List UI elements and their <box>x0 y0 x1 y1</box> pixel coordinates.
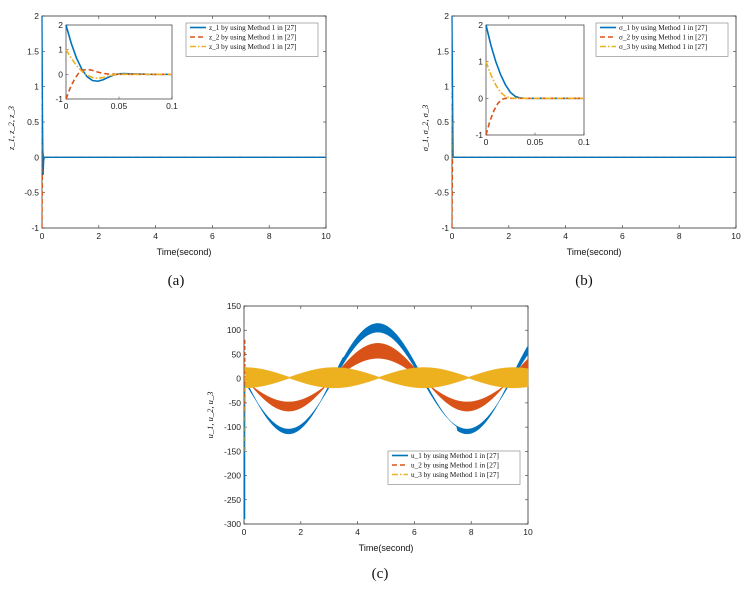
y-tick-label: 0.5 <box>437 117 449 127</box>
panel-c-ylabel: u_1, u_2, u_3 <box>205 392 215 439</box>
y-tick-label: 0.5 <box>27 117 39 127</box>
y-tick-label: -250 <box>224 495 241 505</box>
y-tick-label: 0 <box>444 152 449 162</box>
x-tick-label: 8 <box>469 527 474 537</box>
panel-c-axes-frame <box>243 305 529 525</box>
series-line-1 <box>41 15 326 176</box>
inset-series-line-3 <box>485 61 584 100</box>
legend-entry-1: z_1 by using Method 1 in [27] <box>209 24 296 32</box>
legend-entry-1: u_1 by using Method 1 in [27] <box>411 452 499 460</box>
inset-axes-frame <box>65 24 173 100</box>
inset-y-tick-label: -1 <box>475 130 483 140</box>
x-tick-label: 8 <box>267 231 272 241</box>
legend-box <box>185 22 319 57</box>
y-tick-label: -0.5 <box>434 188 449 198</box>
y-tick-label: -1 <box>31 223 39 233</box>
y-tick-label: 150 <box>227 301 241 311</box>
legend-entry-2: u_2 by using Method 1 in [27] <box>411 462 499 470</box>
x-tick-label: 4 <box>355 527 360 537</box>
inset-x-tick-label: 0.05 <box>111 101 128 111</box>
legend-entry-3: z_3 by using Method 1 in [27] <box>209 43 296 51</box>
inset-x-tick-label: 0.1 <box>578 137 590 147</box>
legend-box <box>595 22 729 57</box>
inset-y-tick-label: 1 <box>478 57 483 67</box>
x-tick-label: 10 <box>321 231 331 241</box>
y-tick-label: 1.5 <box>437 46 449 56</box>
y-tick-label: 0 <box>236 374 241 384</box>
legend-entry-1: σ_1 by using Method 1 in [27] <box>619 24 707 32</box>
inset-y-tick-label: 0 <box>58 69 63 79</box>
y-tick-label: -50 <box>229 398 242 408</box>
y-tick-label: 1.5 <box>27 46 39 56</box>
y-tick-label: 100 <box>227 325 241 335</box>
x-tick-label: 10 <box>731 231 741 241</box>
y-tick-label: 2 <box>444 11 449 21</box>
x-tick-label: 10 <box>523 527 533 537</box>
y-tick-label: -1 <box>441 223 449 233</box>
inset-x-tick-label: 0 <box>484 137 489 147</box>
y-tick-label: -200 <box>224 471 241 481</box>
y-tick-label: 0 <box>34 152 39 162</box>
x-tick-label: 2 <box>298 527 303 537</box>
inset-y-tick-label: 0 <box>478 93 483 103</box>
y-tick-label: -150 <box>224 446 241 456</box>
panel-a: -1-0.500.511.52 0 2 4 6 8 10 Time(second) z_1… <box>6 11 331 289</box>
legend-box <box>387 450 521 485</box>
panel-a-xlabel: Time(second) <box>157 247 212 257</box>
inset-x-tick-label: 0 <box>64 101 69 111</box>
legend-entry-3: σ_3 by using Method 1 in [27] <box>619 43 707 51</box>
x-tick-label: 8 <box>677 231 682 241</box>
panel-c: -300 -250 -200 -150 -100 -50 0 50 100 150 0 2 4 6 8 10… <box>205 301 533 582</box>
x-tick-label: 6 <box>210 231 215 241</box>
inset-x-tick-label: 0.05 <box>527 137 544 147</box>
series-band-u3 <box>245 367 529 389</box>
x-tick-label: 6 <box>412 527 417 537</box>
y-tick-label: -0.5 <box>24 188 39 198</box>
panel-b-xlabel: Time(second) <box>567 247 622 257</box>
x-tick-label: 0 <box>40 231 45 241</box>
legend-entry-2: z_2 by using Method 1 in [27] <box>209 34 296 42</box>
inset-y-tick-label: 2 <box>478 20 483 30</box>
x-tick-label: 2 <box>96 231 101 241</box>
panel-b: -1-0.500.511.52 0 2 4 6 8 10 Time(second) σ_1… <box>420 11 741 289</box>
y-tick-label: -300 <box>224 519 241 529</box>
panel-c-xlabel: Time(second) <box>359 543 414 553</box>
inset-y-tick-label: 2 <box>58 20 63 30</box>
x-tick-label: 0 <box>242 527 247 537</box>
inset-series-line-3 <box>65 49 172 80</box>
panel-b-caption: (b) <box>575 273 593 289</box>
panel-b-ylabel: σ_1, σ_2, σ_3 <box>420 105 430 152</box>
panel-a-ylabel: z_1, z_2, z_3 <box>6 106 16 151</box>
x-tick-label: 0 <box>450 231 455 241</box>
panel-a-caption: (a) <box>168 273 185 289</box>
inset-series-line-2 <box>485 97 584 136</box>
series-line-2 <box>41 150 326 229</box>
inset-x-tick-label: 0.1 <box>166 101 178 111</box>
inset-axes-frame <box>485 24 585 136</box>
legend-entry-2: σ_2 by using Method 1 in [27] <box>619 34 707 42</box>
y-tick-label: 2 <box>34 11 39 21</box>
legend-entry-3: u_3 by using Method 1 in [27] <box>411 471 499 479</box>
series-line-1 <box>451 15 736 158</box>
inset-series-line-2 <box>65 68 172 100</box>
x-tick-label: 4 <box>563 231 568 241</box>
panel-c-caption: (c) <box>372 566 389 582</box>
x-tick-label: 4 <box>153 231 158 241</box>
y-tick-label: 50 <box>232 349 242 359</box>
y-tick-label: 1 <box>34 82 39 92</box>
inset-y-tick-label: 1 <box>58 45 63 55</box>
inset-y-tick-label: -1 <box>55 94 63 104</box>
x-tick-label: 6 <box>620 231 625 241</box>
y-tick-label: 1 <box>444 82 449 92</box>
y-tick-label: -100 <box>224 422 241 432</box>
series-line-2 <box>451 156 736 229</box>
x-tick-label: 2 <box>506 231 511 241</box>
